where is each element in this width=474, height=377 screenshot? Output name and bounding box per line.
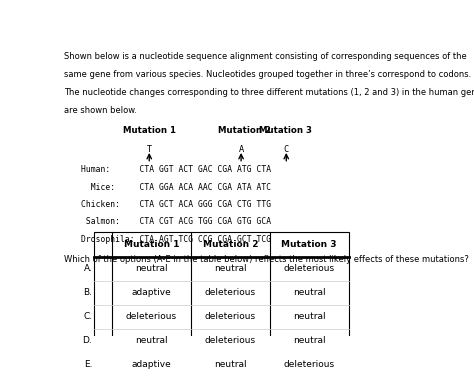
Text: are shown below.: are shown below. bbox=[64, 106, 137, 115]
Text: Mutation 3: Mutation 3 bbox=[282, 240, 337, 249]
Text: neutral: neutral bbox=[293, 288, 326, 297]
Text: Chicken:    CTA GCT ACA GGG CGA CTG TTG: Chicken: CTA GCT ACA GGG CGA CTG TTG bbox=[82, 200, 272, 209]
Text: The nucleotide changes corresponding to three different mutations (1, 2 and 3) i: The nucleotide changes corresponding to … bbox=[64, 89, 474, 98]
Text: Mutation 2: Mutation 2 bbox=[202, 240, 258, 249]
Text: Mutation 2: Mutation 2 bbox=[218, 126, 271, 135]
Text: neutral: neutral bbox=[293, 336, 326, 345]
Text: Shown below is a nucleotide sequence alignment consisting of corresponding seque: Shown below is a nucleotide sequence ali… bbox=[64, 52, 466, 61]
Text: deleterious: deleterious bbox=[283, 264, 335, 273]
Text: same gene from various species. Nucleotides grouped together in three’s correspo: same gene from various species. Nucleoti… bbox=[64, 70, 471, 80]
Text: Mutation 3: Mutation 3 bbox=[259, 126, 312, 135]
Text: neutral: neutral bbox=[214, 360, 246, 369]
Text: Mutation 1: Mutation 1 bbox=[124, 240, 179, 249]
Text: Human:      CTA GGT ACT GAC CGA ATG CTA: Human: CTA GGT ACT GAC CGA ATG CTA bbox=[82, 165, 272, 174]
Text: neutral: neutral bbox=[135, 264, 168, 273]
Bar bbox=[94, 233, 349, 377]
Text: adaptive: adaptive bbox=[131, 360, 171, 369]
Text: neutral: neutral bbox=[135, 336, 168, 345]
Text: B.: B. bbox=[83, 288, 92, 297]
Text: Mutation 1: Mutation 1 bbox=[123, 126, 176, 135]
Text: T: T bbox=[146, 145, 152, 154]
Text: A: A bbox=[238, 145, 244, 154]
Text: deleterious: deleterious bbox=[283, 360, 335, 369]
Text: neutral: neutral bbox=[214, 264, 246, 273]
Text: deleterious: deleterious bbox=[205, 336, 256, 345]
Text: A.: A. bbox=[83, 264, 92, 273]
Text: E.: E. bbox=[84, 360, 92, 369]
Text: Mice:     CTA GGA ACA AAC CGA ATA ATC: Mice: CTA GGA ACA AAC CGA ATA ATC bbox=[82, 182, 272, 192]
Text: Salmon:    CTA CGT ACG TGG CGA GTG GCA: Salmon: CTA CGT ACG TGG CGA GTG GCA bbox=[82, 218, 272, 226]
Text: neutral: neutral bbox=[293, 312, 326, 321]
Text: deleterious: deleterious bbox=[205, 288, 256, 297]
Text: deleterious: deleterious bbox=[126, 312, 177, 321]
Text: C: C bbox=[283, 145, 289, 154]
Text: Drosophila: CTA AGT TCG CCG CGA GCT TCG: Drosophila: CTA AGT TCG CCG CGA GCT TCG bbox=[82, 235, 272, 244]
Text: C.: C. bbox=[83, 312, 92, 321]
Text: Which of the options (A-E in the table below) reflects the most likely effects o: Which of the options (A-E in the table b… bbox=[64, 255, 468, 264]
Text: D.: D. bbox=[82, 336, 92, 345]
Text: adaptive: adaptive bbox=[131, 288, 171, 297]
Text: deleterious: deleterious bbox=[205, 312, 256, 321]
